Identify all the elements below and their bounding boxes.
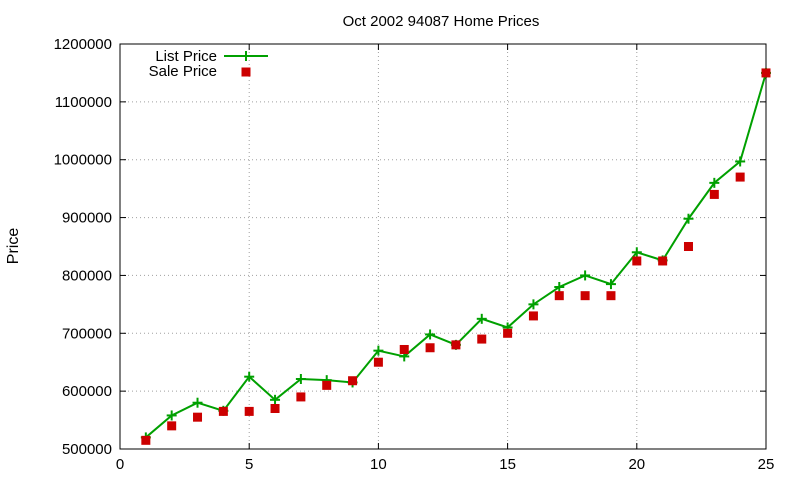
sale-price-point — [477, 334, 487, 344]
sale-price-point — [296, 392, 306, 402]
sale-price-point — [580, 291, 590, 301]
sale-price-point — [528, 311, 538, 321]
sale-price-point — [193, 412, 203, 422]
y-tick-label: 900000 — [62, 210, 112, 227]
sale-price-point — [373, 357, 383, 367]
list-price-point — [425, 329, 436, 340]
list-price-point — [476, 313, 487, 324]
sale-price-point — [322, 380, 332, 390]
sale-price-point — [244, 406, 254, 416]
list-price-point — [683, 213, 694, 224]
sale-price-point — [503, 328, 513, 338]
list-price-point — [166, 410, 177, 421]
sale-price-point — [606, 291, 616, 301]
y-tick-label: 1100000 — [55, 94, 112, 111]
x-tick-label: 10 — [370, 456, 387, 473]
axis-ticks: 0 5 10 15 20 25 500000 600000 700000 800000 900000… — [54, 36, 775, 473]
sale-price-point — [735, 172, 745, 182]
legend-square — [241, 67, 251, 77]
sale-price-point — [658, 256, 668, 266]
sale-price-point — [451, 340, 461, 350]
sale-price-point — [218, 406, 228, 416]
legend-label-list-price: List Price — [155, 48, 217, 65]
x-tick-label: 0 — [116, 456, 124, 473]
legend-cross — [241, 51, 251, 61]
list-price-line — [145, 72, 767, 439]
sale-price-point — [167, 421, 177, 431]
sale-price-point — [399, 344, 409, 354]
y-tick-label: 1000000 — [54, 152, 112, 169]
series-sale-price — [141, 68, 771, 445]
list-price-point — [631, 247, 642, 258]
plot-frame — [119, 43, 767, 450]
grid — [120, 44, 766, 449]
sale-price-point — [709, 189, 719, 199]
x-tick-label: 15 — [499, 456, 516, 473]
list-price-point — [605, 279, 616, 290]
legend-entry-list-price: List Price — [155, 48, 268, 65]
y-tick-label: 800000 — [62, 267, 112, 284]
sale-price-point — [141, 435, 151, 445]
legend: List Price Sale Price — [149, 48, 268, 80]
list-price-point — [528, 299, 539, 310]
list-price-point — [295, 373, 306, 384]
list-price-point — [270, 394, 281, 405]
list-price-point — [192, 397, 203, 408]
y-tick-label: 600000 — [62, 383, 112, 400]
list-price-point — [735, 156, 746, 167]
sale-price-point — [761, 68, 771, 78]
sale-price-point — [425, 343, 435, 353]
y-axis-title: Price — [5, 228, 22, 265]
y-tick-label: 500000 — [62, 441, 112, 458]
y-tick-label: 700000 — [62, 325, 112, 342]
list-price-point — [244, 371, 255, 382]
x-tick-label: 5 — [245, 456, 253, 473]
sale-price-point — [270, 404, 280, 413]
list-price-point — [554, 282, 565, 292]
sale-price-point — [683, 242, 693, 251]
legend-label-sale-price: Sale Price — [149, 63, 217, 80]
sale-price-point — [348, 376, 358, 386]
x-tick-label: 25 — [758, 456, 775, 473]
y-tick-label: 1200000 — [54, 36, 112, 53]
sale-price-point — [554, 291, 564, 301]
legend-entry-sale-price: Sale Price — [149, 63, 251, 80]
legend-swatch-list-price — [224, 51, 268, 61]
legend-swatch-sale-price — [241, 67, 251, 77]
sale-price-point — [632, 256, 642, 266]
list-price-point — [580, 270, 591, 281]
x-tick-label: 20 — [628, 456, 645, 473]
list-price-point — [373, 345, 384, 356]
chart-title: Oct 2002 94087 Home Prices — [343, 13, 540, 30]
series-list-price — [140, 67, 771, 443]
series — [140, 67, 771, 445]
list-price-point — [709, 177, 720, 188]
